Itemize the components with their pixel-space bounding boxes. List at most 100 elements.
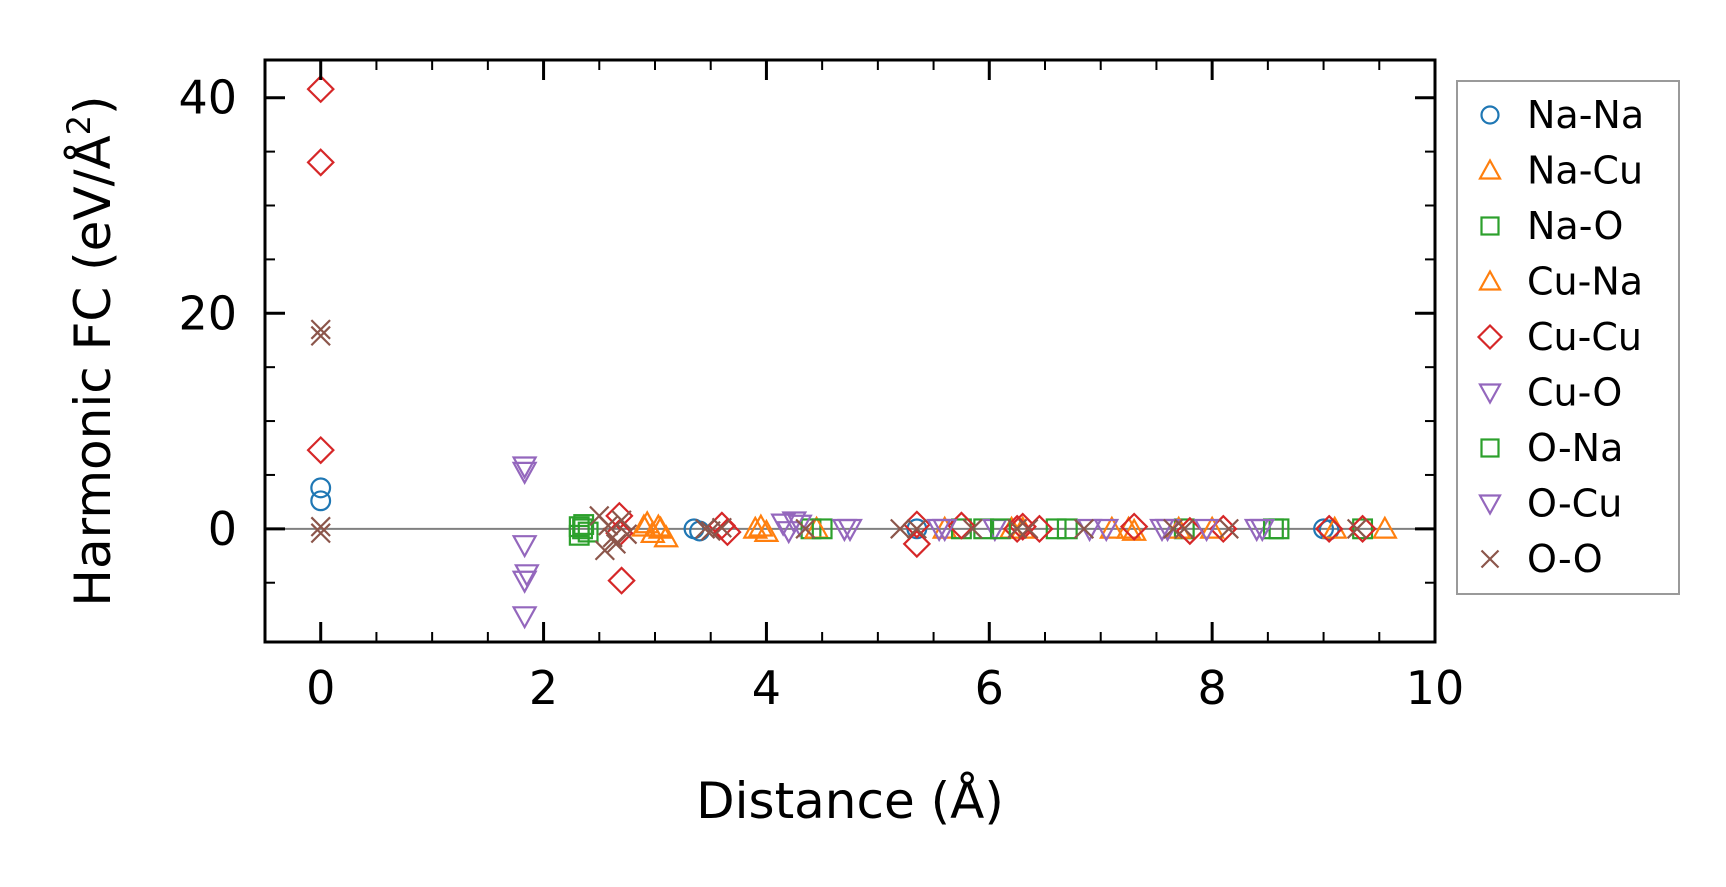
legend-marker-cu-na [1478, 269, 1502, 291]
data-point-o-o [594, 540, 615, 561]
data-point-o-o [695, 518, 716, 539]
data-point-o-cu [786, 514, 813, 538]
data-point-cu-na [742, 515, 769, 539]
data-point-o-o [1218, 518, 1239, 539]
data-point-cu-cu [1314, 514, 1344, 544]
data-point-na-cu [1199, 515, 1226, 539]
data-point-o-o [711, 517, 732, 538]
legend-marker-cu-o [1478, 383, 1502, 405]
y-tick-label: 40 [178, 71, 237, 125]
data-point-na-o [573, 514, 595, 535]
data-point-o-na [577, 521, 599, 543]
data-point-o-o [611, 510, 632, 531]
data-point-cu-na [647, 515, 674, 539]
data-point-cu-o [511, 535, 538, 559]
data-point-cu-cu [902, 529, 932, 559]
data-point-cu-cu [1008, 512, 1037, 541]
legend-marker-na-cu [1478, 158, 1502, 180]
data-point-cu-cu [306, 148, 335, 177]
legend-item-na-o: Na-O [1480, 204, 1623, 248]
data-point-o-o [598, 515, 619, 536]
legend-label-na-cu: Na-Cu [1527, 149, 1643, 193]
legend-label-o-cu: O-Cu [1527, 482, 1622, 526]
marks-layer [306, 74, 1398, 630]
data-point-o-o [700, 520, 721, 542]
data-point-cu-cu [605, 501, 634, 531]
legend-marker-cu-cu [1476, 323, 1504, 351]
x-tick-label: 6 [975, 661, 1004, 715]
legend-marker-o-o [1480, 549, 1500, 569]
plot-frame [263, 58, 1437, 644]
data-point-o-na [1056, 518, 1078, 540]
y-axis-label-main: Harmonic FC (eV/Å [64, 135, 122, 606]
legend-label-cu-cu: Cu-Cu [1527, 315, 1642, 359]
series-cu-o [511, 456, 1270, 630]
data-point-o-o [1174, 518, 1195, 539]
data-point-o-cu [513, 564, 540, 588]
y-axis-label-close: ) [64, 95, 122, 115]
data-point-na-na [1318, 519, 1340, 541]
data-point-o-o [1018, 518, 1039, 539]
data-point-cu-na [630, 513, 657, 537]
data-point-na-cu [753, 518, 780, 542]
data-point-o-o [1073, 518, 1095, 539]
legend: Na-Na Na-Cu Na-O Cu-Na Cu-Cu Cu-O O-Na O-Cu O-O [1456, 80, 1680, 595]
data-point-cu-o [511, 461, 538, 485]
legend-item-na-na: Na-Na [1480, 93, 1644, 137]
data-point-o-o [310, 325, 331, 347]
data-point-cu-na [1098, 515, 1125, 539]
data-point-na-cu [1371, 515, 1398, 539]
data-point-o-o [310, 319, 331, 340]
legend-label-o-o: O-O [1527, 537, 1603, 581]
data-point-o-o [617, 524, 638, 545]
x-tick-label: 2 [529, 661, 558, 715]
x-tick-label: 0 [306, 661, 335, 715]
ticks-layer [265, 60, 1437, 642]
data-point-cu-cu [306, 74, 335, 104]
data-point-na-o [1352, 518, 1374, 540]
y-tick-label: 20 [178, 286, 237, 340]
legend-label-na-na: Na-Na [1527, 93, 1644, 137]
legend-entries: Na-Na Na-Cu Na-O Cu-Na Cu-Cu Cu-O O-Na O-Cu O-O [1476, 93, 1644, 581]
tick-labels-layer: 0 2 4 6 8 10 0 20 40 [178, 71, 1464, 715]
data-point-cu-o [1093, 518, 1120, 543]
data-point-o-na [572, 518, 594, 540]
data-point-o-na [989, 518, 1011, 540]
x-tick-label: 8 [1198, 661, 1227, 715]
legend-marker-o-cu [1478, 494, 1502, 516]
data-point-o-o [310, 523, 331, 544]
series-o-cu [513, 514, 1276, 588]
legend-item-o-cu: O-Cu [1478, 482, 1622, 526]
x-tick-label: 4 [752, 661, 781, 715]
legend-marker-na-o [1480, 216, 1500, 236]
legend-item-cu-na: Cu-Na [1478, 260, 1643, 304]
y-axis-label: Harmonic FC (eV/Å2) [60, 95, 122, 606]
data-point-na-na [310, 477, 332, 499]
data-point-o-cu [831, 518, 858, 543]
y-tick-label: 0 [208, 502, 237, 556]
data-point-cu-cu [306, 435, 335, 465]
data-point-cu-cu [947, 511, 976, 540]
data-point-cu-cu [713, 517, 742, 547]
data-point-cu-cu [1119, 512, 1149, 541]
data-point-na-na [689, 520, 711, 542]
data-point-na-cu [747, 513, 774, 537]
data-point-o-o [962, 518, 983, 539]
data-point-cu-o [511, 606, 538, 630]
data-point-cu-o [1193, 518, 1220, 543]
data-point-o-cu [1249, 518, 1276, 543]
legend-marker-o-na [1480, 438, 1500, 458]
legend-item-na-cu: Na-Cu [1478, 149, 1643, 193]
data-point-o-cu [1149, 518, 1175, 543]
data-point-o-o [906, 518, 927, 539]
data-point-o-o [310, 516, 331, 537]
legend-marker-na-na [1480, 105, 1500, 125]
legend-label-cu-o: Cu-O [1527, 371, 1622, 415]
legend-item-cu-cu: Cu-Cu [1476, 315, 1642, 359]
y-axis-label-superscript: 2 [60, 115, 98, 135]
legend-label-o-na: O-Na [1527, 426, 1623, 470]
data-point-cu-o [770, 513, 797, 537]
